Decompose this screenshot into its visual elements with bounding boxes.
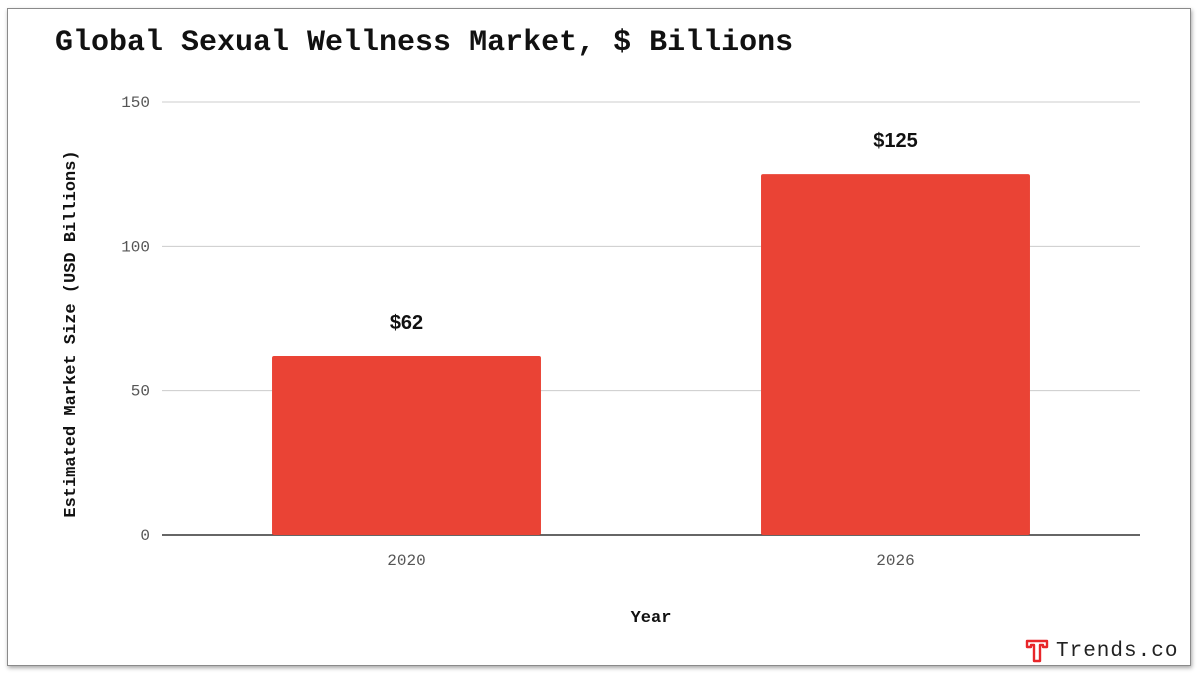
y-tick-label: 100: [121, 238, 150, 256]
bar-2020: [272, 356, 541, 535]
y-tick-label: 150: [121, 94, 150, 112]
y-axis-title: Estimated Market Size (USD Billions): [62, 150, 81, 517]
t-logo-icon: [1025, 639, 1049, 663]
x-axis-title: Year: [631, 609, 672, 628]
x-tick-label: 2026: [876, 552, 914, 570]
data-label: $62: [390, 312, 423, 334]
y-tick-label: 0: [140, 527, 150, 545]
brand-name: Trends.co: [1056, 639, 1179, 663]
chart-title: Global Sexual Wellness Market, $ Billion…: [55, 26, 794, 60]
data-label: $125: [873, 130, 918, 152]
bar-2026: [761, 174, 1030, 535]
y-tick-label: 50: [131, 383, 150, 401]
brand: Trends.co: [1024, 636, 1178, 666]
x-tick-label: 2020: [387, 552, 425, 570]
